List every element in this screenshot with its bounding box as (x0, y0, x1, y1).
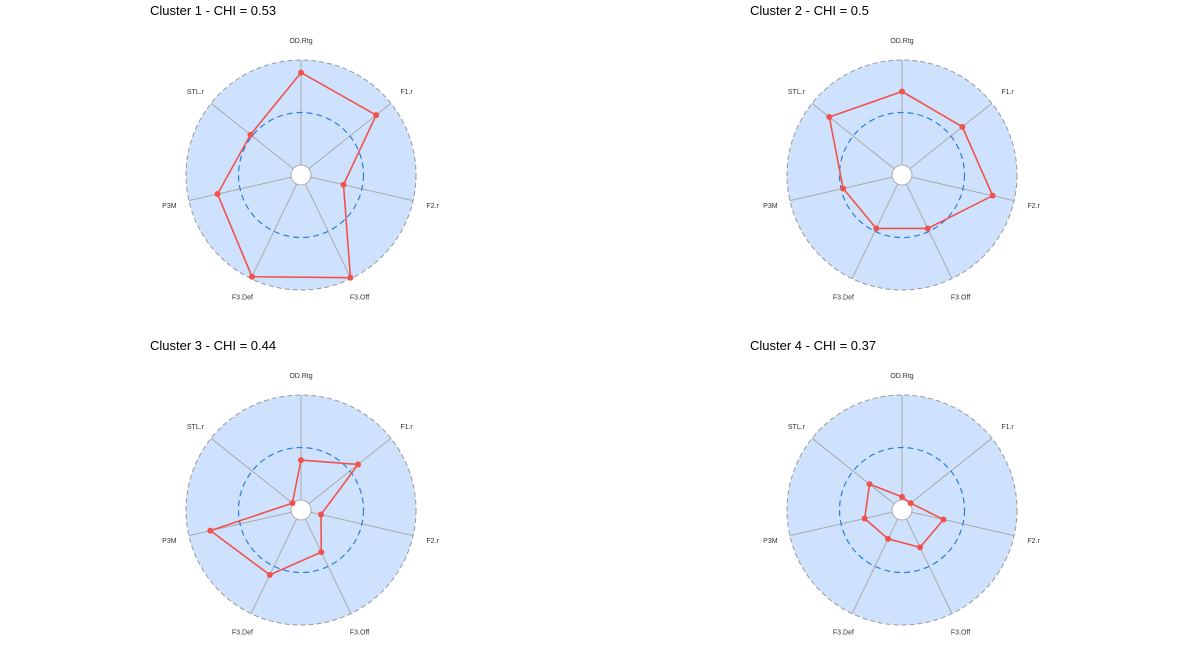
axis-label: F3.Off (350, 630, 369, 637)
data-point (317, 511, 324, 518)
reference-circle (838, 111, 966, 239)
axis-label: F2.r (426, 538, 439, 545)
axis-spoke (250, 518, 298, 614)
data-point (873, 225, 880, 232)
axis-label: OD.Rtg (890, 38, 913, 45)
axis-label: STL.r (788, 424, 806, 431)
data-point (340, 181, 347, 188)
data-point (355, 461, 362, 468)
data-polygon (828, 90, 994, 230)
data-point (899, 493, 905, 500)
data-point (907, 500, 914, 507)
data-polygon (208, 459, 360, 576)
axis-label: F1.r (1001, 424, 1014, 431)
axis-spoke (905, 183, 953, 279)
axis-label: F1.r (400, 424, 413, 431)
data-point (917, 544, 924, 551)
chart-title: Cluster 1 - CHI = 0.53 (150, 3, 276, 18)
axis-label: F3.Off (951, 630, 970, 637)
axis-label: F1.r (1001, 89, 1014, 96)
axis-label: P3M (763, 203, 778, 210)
data-point (347, 274, 354, 281)
data-point (940, 516, 947, 523)
axis-spoke (905, 518, 953, 614)
radar-panel-3: Cluster 3 - CHI = 0.44 OD.Rtg F1.r F2.r F3.O… (150, 338, 440, 637)
data-point (266, 571, 273, 578)
axis-label: STL.r (187, 424, 205, 431)
data-point (866, 481, 873, 488)
axis-label: F3.Def (833, 630, 854, 637)
axis-spoke (851, 183, 899, 279)
axis-label: OD.Rtg (289, 373, 312, 380)
axis-label: P3M (763, 538, 778, 545)
axis-spoke (210, 437, 294, 505)
axis-label: F3.Off (350, 295, 369, 302)
axis-label: STL.r (788, 89, 806, 96)
data-polygon (216, 71, 378, 279)
data-point (249, 273, 256, 280)
chart-title: Cluster 2 - CHI = 0.5 (750, 3, 869, 18)
radar-panel-2: Cluster 2 - CHI = 0.5 OD.Rtg F1.r F2.r F3.Of… (750, 3, 1041, 302)
axis-spoke (811, 437, 895, 505)
data-point (899, 88, 905, 95)
center-hole (290, 499, 312, 521)
axis-spoke (250, 183, 298, 279)
axis-label: F2.r (1027, 203, 1040, 210)
radar-panel-1: Cluster 1 - CHI = 0.53 OD.Rtg F1.r F2.r F3.O… (150, 3, 440, 302)
axis-label: F3.Def (833, 295, 854, 302)
axis-label: P3M (162, 203, 177, 210)
data-point (840, 185, 847, 192)
data-point (298, 69, 304, 76)
chart-title: Cluster 3 - CHI = 0.44 (150, 338, 276, 353)
axis-spoke (304, 518, 352, 614)
data-point (214, 191, 221, 198)
data-point (207, 527, 214, 534)
axis-label: OD.Rtg (289, 38, 312, 45)
axis-label: F3.Def (232, 630, 253, 637)
axis-label: STL.r (187, 89, 205, 96)
axis-spoke (851, 518, 899, 614)
reference-circle (838, 446, 966, 574)
axis-label: F3.Off (951, 295, 970, 302)
data-point (826, 114, 833, 121)
center-hole (891, 164, 913, 186)
data-point (924, 225, 931, 232)
data-point (247, 131, 254, 138)
reference-circle (237, 446, 365, 574)
data-point (298, 457, 304, 464)
axis-label: F3.Def (232, 295, 253, 302)
data-point (989, 192, 996, 199)
data-point (885, 535, 892, 542)
data-point (861, 515, 868, 522)
axis-label: F1.r (400, 89, 413, 96)
data-point (318, 549, 325, 556)
center-hole (290, 164, 312, 186)
center-hole (891, 499, 913, 521)
data-polygon (863, 483, 945, 549)
axis-spoke (304, 183, 352, 279)
axis-label: F2.r (1027, 538, 1040, 545)
axis-label: OD.Rtg (890, 373, 913, 380)
data-point (373, 112, 380, 119)
reference-circle (237, 111, 365, 239)
axis-label: P3M (162, 538, 177, 545)
data-point (959, 123, 966, 130)
data-point (289, 500, 296, 507)
chart-title: Cluster 4 - CHI = 0.37 (750, 338, 876, 353)
axis-spoke (811, 102, 895, 170)
axis-label: F2.r (426, 203, 439, 210)
radar-panel-4: Cluster 4 - CHI = 0.37 OD.Rtg F1.r F2.r F3.O… (750, 338, 1041, 637)
